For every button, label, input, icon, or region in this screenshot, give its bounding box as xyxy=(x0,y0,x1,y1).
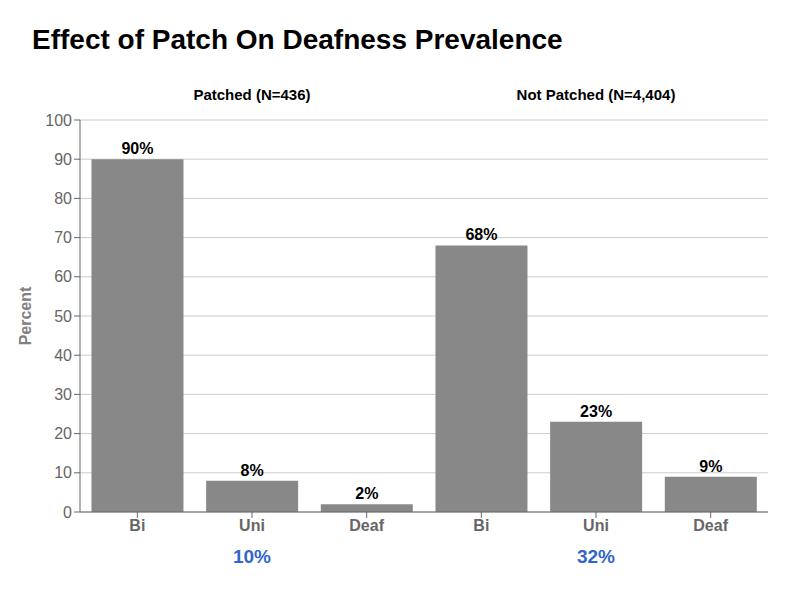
svg-text:50: 50 xyxy=(54,308,72,325)
svg-text:Percent: Percent xyxy=(17,286,34,345)
svg-text:2%: 2% xyxy=(355,485,378,502)
svg-text:23%: 23% xyxy=(580,403,612,420)
svg-text:Deaf: Deaf xyxy=(693,517,728,534)
svg-text:9%: 9% xyxy=(699,458,722,475)
svg-text:40: 40 xyxy=(54,347,72,364)
svg-text:Deaf: Deaf xyxy=(349,517,384,534)
svg-text:0: 0 xyxy=(63,504,72,521)
svg-text:60: 60 xyxy=(54,268,72,285)
svg-text:100: 100 xyxy=(45,112,72,129)
svg-text:Uni: Uni xyxy=(239,517,265,534)
html-text:Effect of Patch On Deafness Pr: Effect of Patch On Deafness Prevalence xyxy=(32,24,563,55)
svg-text:Bi: Bi xyxy=(129,517,145,534)
svg-text:70: 70 xyxy=(54,229,72,246)
svg-text:90: 90 xyxy=(54,151,72,168)
html-text:10%: 10% xyxy=(233,546,271,567)
html-text:32%: 32% xyxy=(577,546,615,567)
html-text:Not Patched (N=4,404): Not Patched (N=4,404) xyxy=(516,86,676,103)
svg-text:8%: 8% xyxy=(241,462,264,479)
svg-text:80: 80 xyxy=(54,190,72,207)
svg-text:68%: 68% xyxy=(465,226,497,243)
svg-text:Bi: Bi xyxy=(473,517,489,534)
svg-text:Uni: Uni xyxy=(583,517,609,534)
svg-text:20: 20 xyxy=(54,425,72,442)
svg-text:10: 10 xyxy=(54,464,72,481)
html-text:Patched (N=436): Patched (N=436) xyxy=(193,86,311,103)
svg-text:30: 30 xyxy=(54,386,72,403)
svg-text:90%: 90% xyxy=(121,140,153,157)
